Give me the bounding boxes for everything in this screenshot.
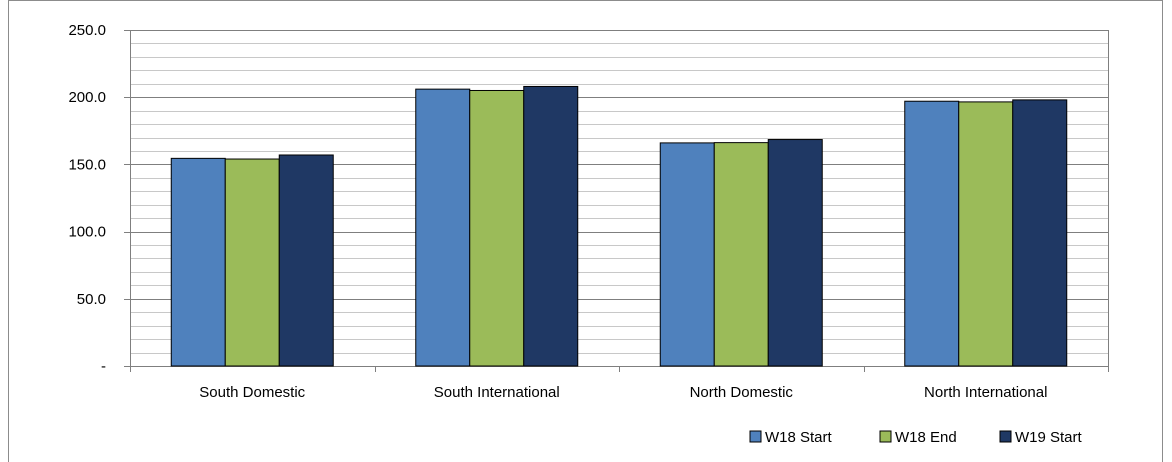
bar	[767, 139, 823, 367]
legend-label: W18 Start	[765, 429, 833, 446]
y-tick-label: -	[101, 358, 106, 375]
bar	[713, 142, 769, 367]
bar	[904, 100, 960, 367]
bar	[958, 101, 1014, 367]
legend-swatch	[749, 430, 762, 443]
bar	[278, 154, 334, 367]
legend-swatch	[999, 430, 1012, 443]
legend-label: W18 End	[895, 429, 957, 446]
y-tick-label: 100.0	[68, 224, 106, 241]
bar	[1012, 99, 1068, 367]
bar	[170, 157, 226, 367]
bar	[224, 158, 280, 367]
x-category-label: South International	[434, 384, 560, 401]
bar	[659, 142, 715, 367]
y-tick-label: 200.0	[68, 89, 106, 106]
bar	[469, 89, 525, 367]
bar	[523, 85, 579, 367]
y-tick-label: 250.0	[68, 22, 106, 39]
bar	[415, 88, 471, 367]
y-tick-label: 50.0	[77, 291, 106, 308]
y-tick-label: 150.0	[68, 156, 106, 173]
chart-border	[8, 0, 1163, 462]
legend-swatch	[879, 430, 892, 443]
legend-label: W19 Start	[1015, 429, 1083, 446]
x-category-label: South Domestic	[199, 384, 305, 401]
x-category-label: North International	[924, 384, 1047, 401]
x-category-label: North Domestic	[690, 384, 794, 401]
